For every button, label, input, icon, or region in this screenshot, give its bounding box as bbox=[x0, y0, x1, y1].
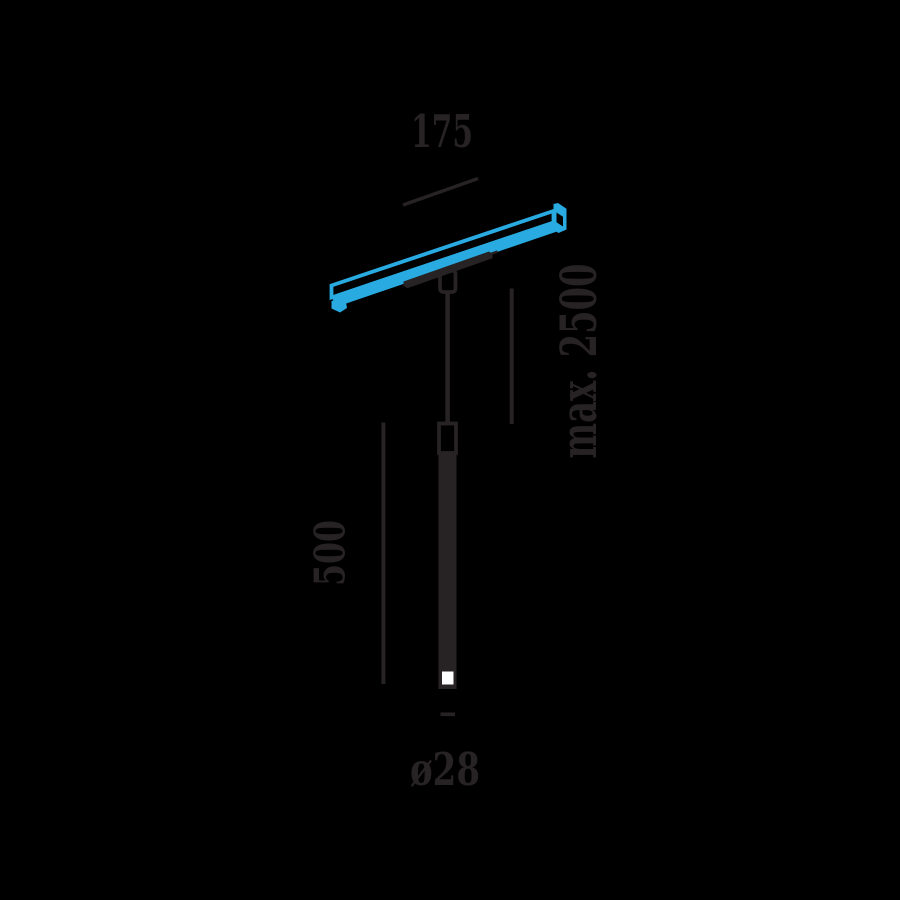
track-adapter-bar-tail bbox=[488, 250, 498, 256]
fixture-height-label: 500 bbox=[306, 520, 355, 586]
pendant-tube-body bbox=[438, 452, 457, 689]
track-length-label: 175 bbox=[411, 105, 473, 158]
dim-fixture-height: 500 bbox=[306, 422, 386, 684]
suspension-cable bbox=[445, 291, 450, 424]
track-length-dim-line bbox=[402, 176, 479, 207]
track-end-cap-opening bbox=[556, 212, 563, 227]
dim-suspension-max: max. 2500 bbox=[509, 264, 608, 459]
light-aperture bbox=[442, 671, 454, 685]
track-left-foot bbox=[331, 296, 347, 313]
pendant-luminaire bbox=[437, 268, 458, 689]
dim-fixture-diameter: ø28 bbox=[410, 712, 480, 796]
track-front-band bbox=[331, 222, 560, 307]
pendant-top-section bbox=[437, 421, 458, 455]
fixture-height-dim-line bbox=[381, 422, 386, 684]
fixture-diameter-label: ø28 bbox=[410, 743, 480, 796]
dim-track-length: 175 bbox=[402, 105, 479, 207]
suspension-dim-line bbox=[509, 288, 514, 424]
suspension-max-label: max. 2500 bbox=[549, 264, 608, 459]
track-face-outline bbox=[329, 208, 556, 301]
diameter-tick-mark bbox=[440, 712, 455, 717]
